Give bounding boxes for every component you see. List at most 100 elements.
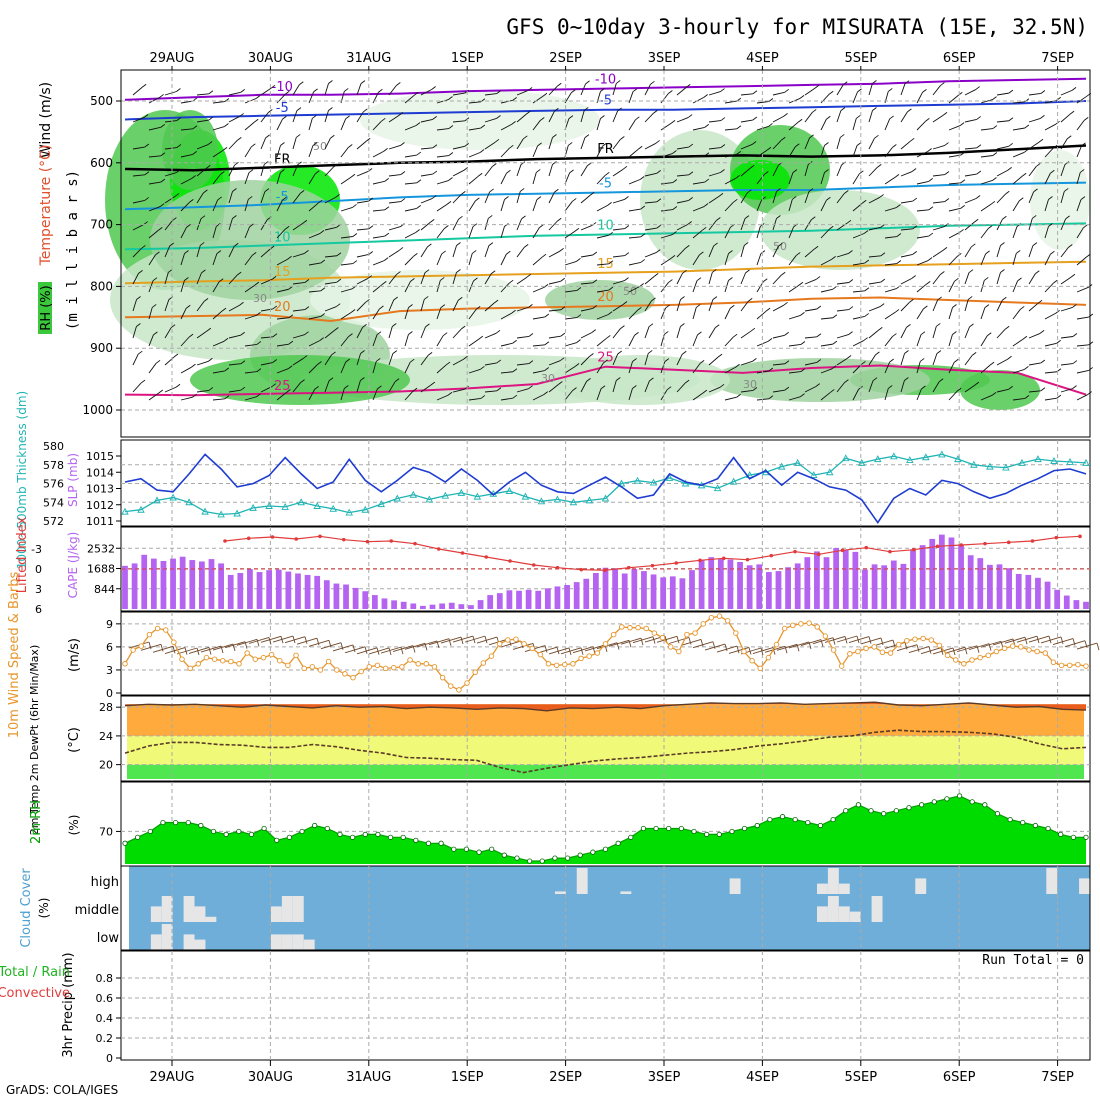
- thickness-marker: [906, 456, 914, 464]
- temp-contour-label: 15: [274, 265, 291, 280]
- wind-barb: [628, 119, 636, 131]
- wind-barb: [650, 80, 655, 85]
- wind-barb: [528, 360, 534, 364]
- wind-barb: [1076, 394, 1088, 401]
- wind-barb: [666, 386, 672, 391]
- wind-speed-marker: [708, 614, 715, 621]
- wind-barb: [772, 139, 782, 150]
- surface-wind-barb: [832, 637, 836, 645]
- wind-barb: [813, 245, 819, 250]
- wind-barb: [263, 161, 269, 165]
- wind-barb: [884, 288, 897, 293]
- wind-speed-marker: [871, 644, 878, 650]
- wind-barb: [1085, 253, 1091, 258]
- wind-barb: [436, 253, 443, 266]
- date-label-bottom: 6SEP: [943, 1070, 976, 1085]
- cape-bar: [1025, 574, 1032, 609]
- wind-barb: [733, 198, 738, 203]
- cloud-cell-middle: [827, 896, 839, 922]
- wind-barb: [724, 178, 736, 185]
- wind-barb: [272, 333, 278, 338]
- wind-barb: [1040, 359, 1046, 364]
- rh2m-marker: [779, 814, 786, 820]
- cape-bar: [1054, 589, 1061, 609]
- wind-barb: [256, 393, 261, 398]
- dewpoint-band: [127, 735, 1084, 765]
- wind-barb: [480, 395, 486, 399]
- cape-bar: [554, 586, 561, 609]
- wind-speed-marker: [1083, 663, 1089, 669]
- wind-barb: [708, 356, 719, 366]
- wind-barb: [1060, 218, 1067, 231]
- wind-speed-marker: [350, 674, 356, 681]
- wind-barb: [651, 297, 656, 302]
- wind-speed-marker: [505, 637, 511, 643]
- wind-barb: [617, 350, 622, 355]
- wind-barb: [632, 88, 638, 93]
- wind-barb: [260, 137, 267, 150]
- date-label-top: 7SEP: [1041, 51, 1074, 66]
- wind-barb: [548, 137, 553, 150]
- wind-barb: [256, 368, 262, 372]
- wind-barb: [328, 80, 333, 84]
- wind-speed-marker: [1058, 662, 1065, 669]
- wind-barb: [500, 342, 513, 347]
- wind-barb: [512, 339, 517, 344]
- wind-barb: [788, 371, 801, 374]
- wind-barb: [215, 223, 221, 227]
- wind-barb: [532, 172, 537, 185]
- wind-barb: [695, 304, 701, 308]
- wind-barb: [878, 327, 883, 331]
- wind-barb: [420, 173, 433, 177]
- rh2m-marker: [501, 852, 507, 858]
- wind-barb: [1072, 333, 1078, 337]
- wind-barb: [676, 174, 689, 177]
- wind-barb: [511, 121, 516, 125]
- wind-barb: [708, 195, 720, 204]
- wind-barb: [132, 353, 139, 366]
- wind-barb: [644, 380, 650, 393]
- wind-barb: [580, 254, 593, 258]
- date-label-bottom: 31AUG: [346, 1070, 391, 1085]
- surface-wind-barb: [992, 638, 1014, 646]
- wind-speed-marker: [1026, 647, 1032, 653]
- wind-barb: [441, 250, 446, 255]
- wind-barb: [272, 305, 278, 310]
- cape-bar: [708, 557, 715, 609]
- wind-speed-marker: [936, 642, 943, 649]
- wind-barb: [169, 242, 174, 247]
- wind-barb: [388, 114, 400, 123]
- wind-barb: [244, 255, 253, 266]
- wind-barb: [164, 220, 173, 231]
- cloud-cell-middle: [150, 906, 162, 922]
- wind-barb: [795, 252, 801, 256]
- wind-barb: [612, 255, 625, 258]
- cloud-cell-high: [554, 891, 566, 894]
- rh2m-marker: [286, 834, 292, 840]
- wind-barb: [228, 274, 238, 285]
- temp-contour-label: -5: [276, 101, 289, 116]
- wind-barb: [756, 398, 769, 401]
- wind-barb: [932, 299, 939, 312]
- cape-bar: [179, 556, 186, 609]
- wind-barb: [463, 355, 468, 360]
- wind-barb: [980, 307, 986, 320]
- wind-barb: [983, 277, 989, 281]
- wind-barb: [260, 336, 273, 339]
- cloud-frame: [120, 865, 1091, 951]
- wind-barb: [660, 361, 666, 374]
- wind-barb: [292, 84, 300, 96]
- wind-barb: [308, 290, 321, 293]
- wind-barb: [452, 328, 462, 339]
- wind-barb: [208, 387, 214, 391]
- wind-barb: [900, 140, 911, 150]
- wind-barb: [836, 334, 849, 339]
- wind-speed-marker: [570, 661, 576, 667]
- wind-barb: [448, 152, 454, 156]
- wind-barb: [724, 153, 737, 158]
- cape-bar: [1015, 573, 1022, 609]
- rh2m-marker: [135, 834, 141, 840]
- cloud-cell-low: [150, 934, 162, 950]
- wind-barb: [1008, 117, 1014, 122]
- surface-wind-barb: [704, 643, 726, 651]
